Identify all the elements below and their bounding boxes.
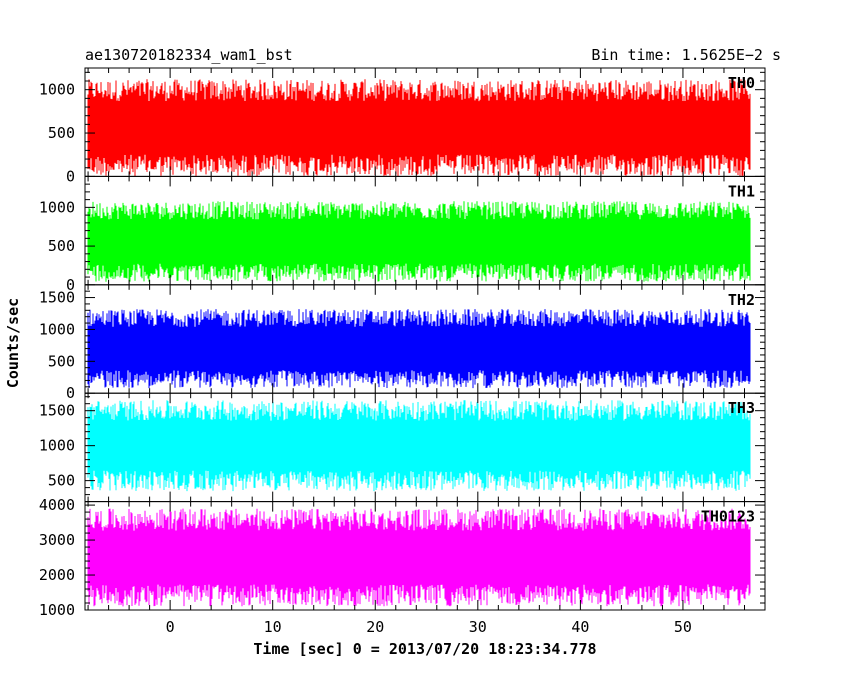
y-tick-label: 1500 [39,402,75,420]
y-tick-label: 0 [66,276,75,294]
y-tick-label: 0 [66,384,75,402]
y-tick-label: 1000 [39,198,75,216]
y-tick-label: 1000 [39,320,75,338]
x-tick-label: 20 [366,618,384,636]
x-axis-label: Time [sec] 0 = 2013/07/20 18:23:34.778 [253,640,596,658]
panel-th0123-frame [84,501,766,611]
y-tick-label: 1000 [39,81,75,99]
x-tick-label: 50 [674,618,692,636]
y-tick-label: 500 [48,237,75,255]
y-tick-label: 1500 [39,289,75,307]
x-tick-label: 0 [166,618,175,636]
x-tick-label: 40 [571,618,589,636]
x-tick-label: 10 [264,618,282,636]
y-axis-label: Counts/sec [4,298,22,388]
panel-th0-label: TH0 [728,74,755,92]
series-th2-trace [87,309,751,389]
y-tick-label: 3000 [39,531,75,549]
panel-th2-label: TH2 [728,291,755,309]
series-th1-trace [87,201,751,282]
chart-title-right: Bin time: 1.5625E−2 s [591,46,781,64]
panel-th1-label: TH1 [728,182,755,200]
y-tick-label: 2000 [39,566,75,584]
y-tick-label: 0 [66,167,75,185]
y-tick-label: 500 [48,472,75,490]
panel-th3-label: TH3 [728,399,755,417]
series-th0123-trace [87,508,751,607]
y-tick-label: 4000 [39,496,75,514]
y-tick-label: 1000 [39,437,75,455]
y-tick-label: 500 [48,352,75,370]
chart-title-left: ae130720182334_wam1_bst [85,46,293,64]
panel-th0123-label: TH0123 [701,508,755,526]
series-th3-trace [87,400,751,492]
x-tick-label: 30 [469,618,487,636]
series-th0-trace [87,79,751,177]
y-tick-label: 500 [48,124,75,142]
y-tick-label: 1000 [39,601,75,619]
